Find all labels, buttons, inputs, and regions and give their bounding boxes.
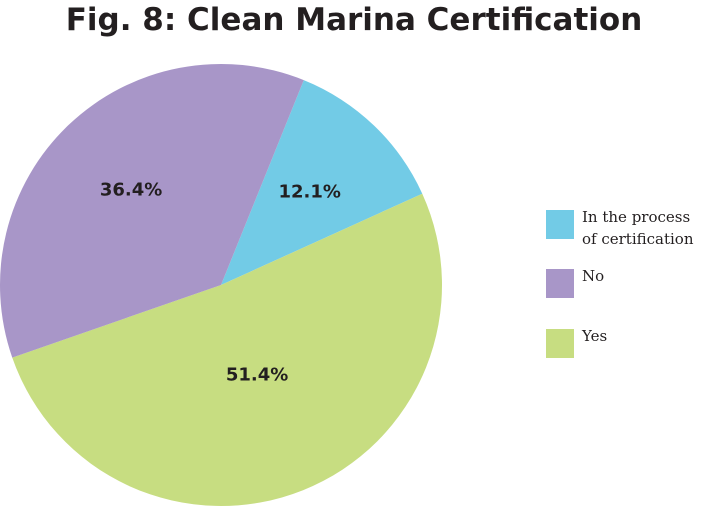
pie-label-in-process: 12.1% bbox=[278, 181, 340, 202]
pie-label-no: 36.4% bbox=[100, 180, 162, 201]
legend-swatch-no bbox=[546, 269, 574, 298]
chart-title: Fig. 8: Clean Marina Certification bbox=[65, 2, 643, 38]
legend-swatch-yes bbox=[546, 329, 574, 358]
pie-slice-no bbox=[0, 64, 304, 358]
legend-label-no: No bbox=[582, 267, 605, 285]
legend-label-yes: Yes bbox=[582, 327, 608, 345]
pie-slice-in-process bbox=[221, 80, 423, 285]
legend-swatch-in-process bbox=[546, 210, 574, 239]
legend-label-in-process: In the process of certification bbox=[582, 208, 694, 248]
pie-label-yes: 51.4% bbox=[226, 364, 288, 385]
pie-slice-yes bbox=[12, 193, 442, 506]
